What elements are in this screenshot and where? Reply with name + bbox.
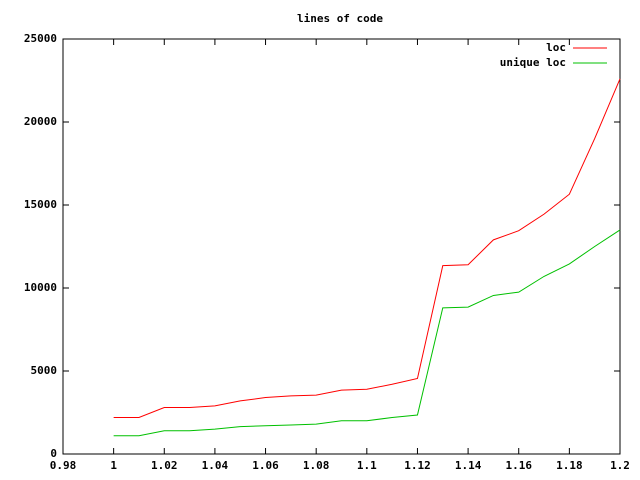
y-tick-label: 0 <box>50 447 57 460</box>
x-tick-label: 1.04 <box>202 459 229 472</box>
x-tick-label: 1.08 <box>303 459 330 472</box>
y-tick-label: 5000 <box>31 364 58 377</box>
x-tick-label: 1.14 <box>455 459 482 472</box>
x-tick-label: 1.12 <box>404 459 431 472</box>
chart-title: lines of code <box>297 12 383 25</box>
x-tick-label: 1 <box>110 459 117 472</box>
x-tick-label: 1.2 <box>610 459 630 472</box>
y-tick-label: 20000 <box>24 115 57 128</box>
x-tick-label: 1.02 <box>151 459 178 472</box>
x-tick-label: 1.1 <box>357 459 377 472</box>
line-series <box>113 229 621 437</box>
legend-label: loc <box>546 41 566 54</box>
legend-label: unique loc <box>500 56 566 69</box>
y-tick-label: 10000 <box>24 281 57 294</box>
y-tick-label: 25000 <box>24 32 57 45</box>
line-series <box>113 78 621 418</box>
x-tick-label: 1.06 <box>252 459 279 472</box>
x-tick-label: 0.98 <box>50 459 77 472</box>
plot-frame <box>62 38 621 455</box>
x-tick-label: 1.18 <box>556 459 583 472</box>
x-tick-label: 1.16 <box>505 459 532 472</box>
y-tick-label: 15000 <box>24 198 57 211</box>
